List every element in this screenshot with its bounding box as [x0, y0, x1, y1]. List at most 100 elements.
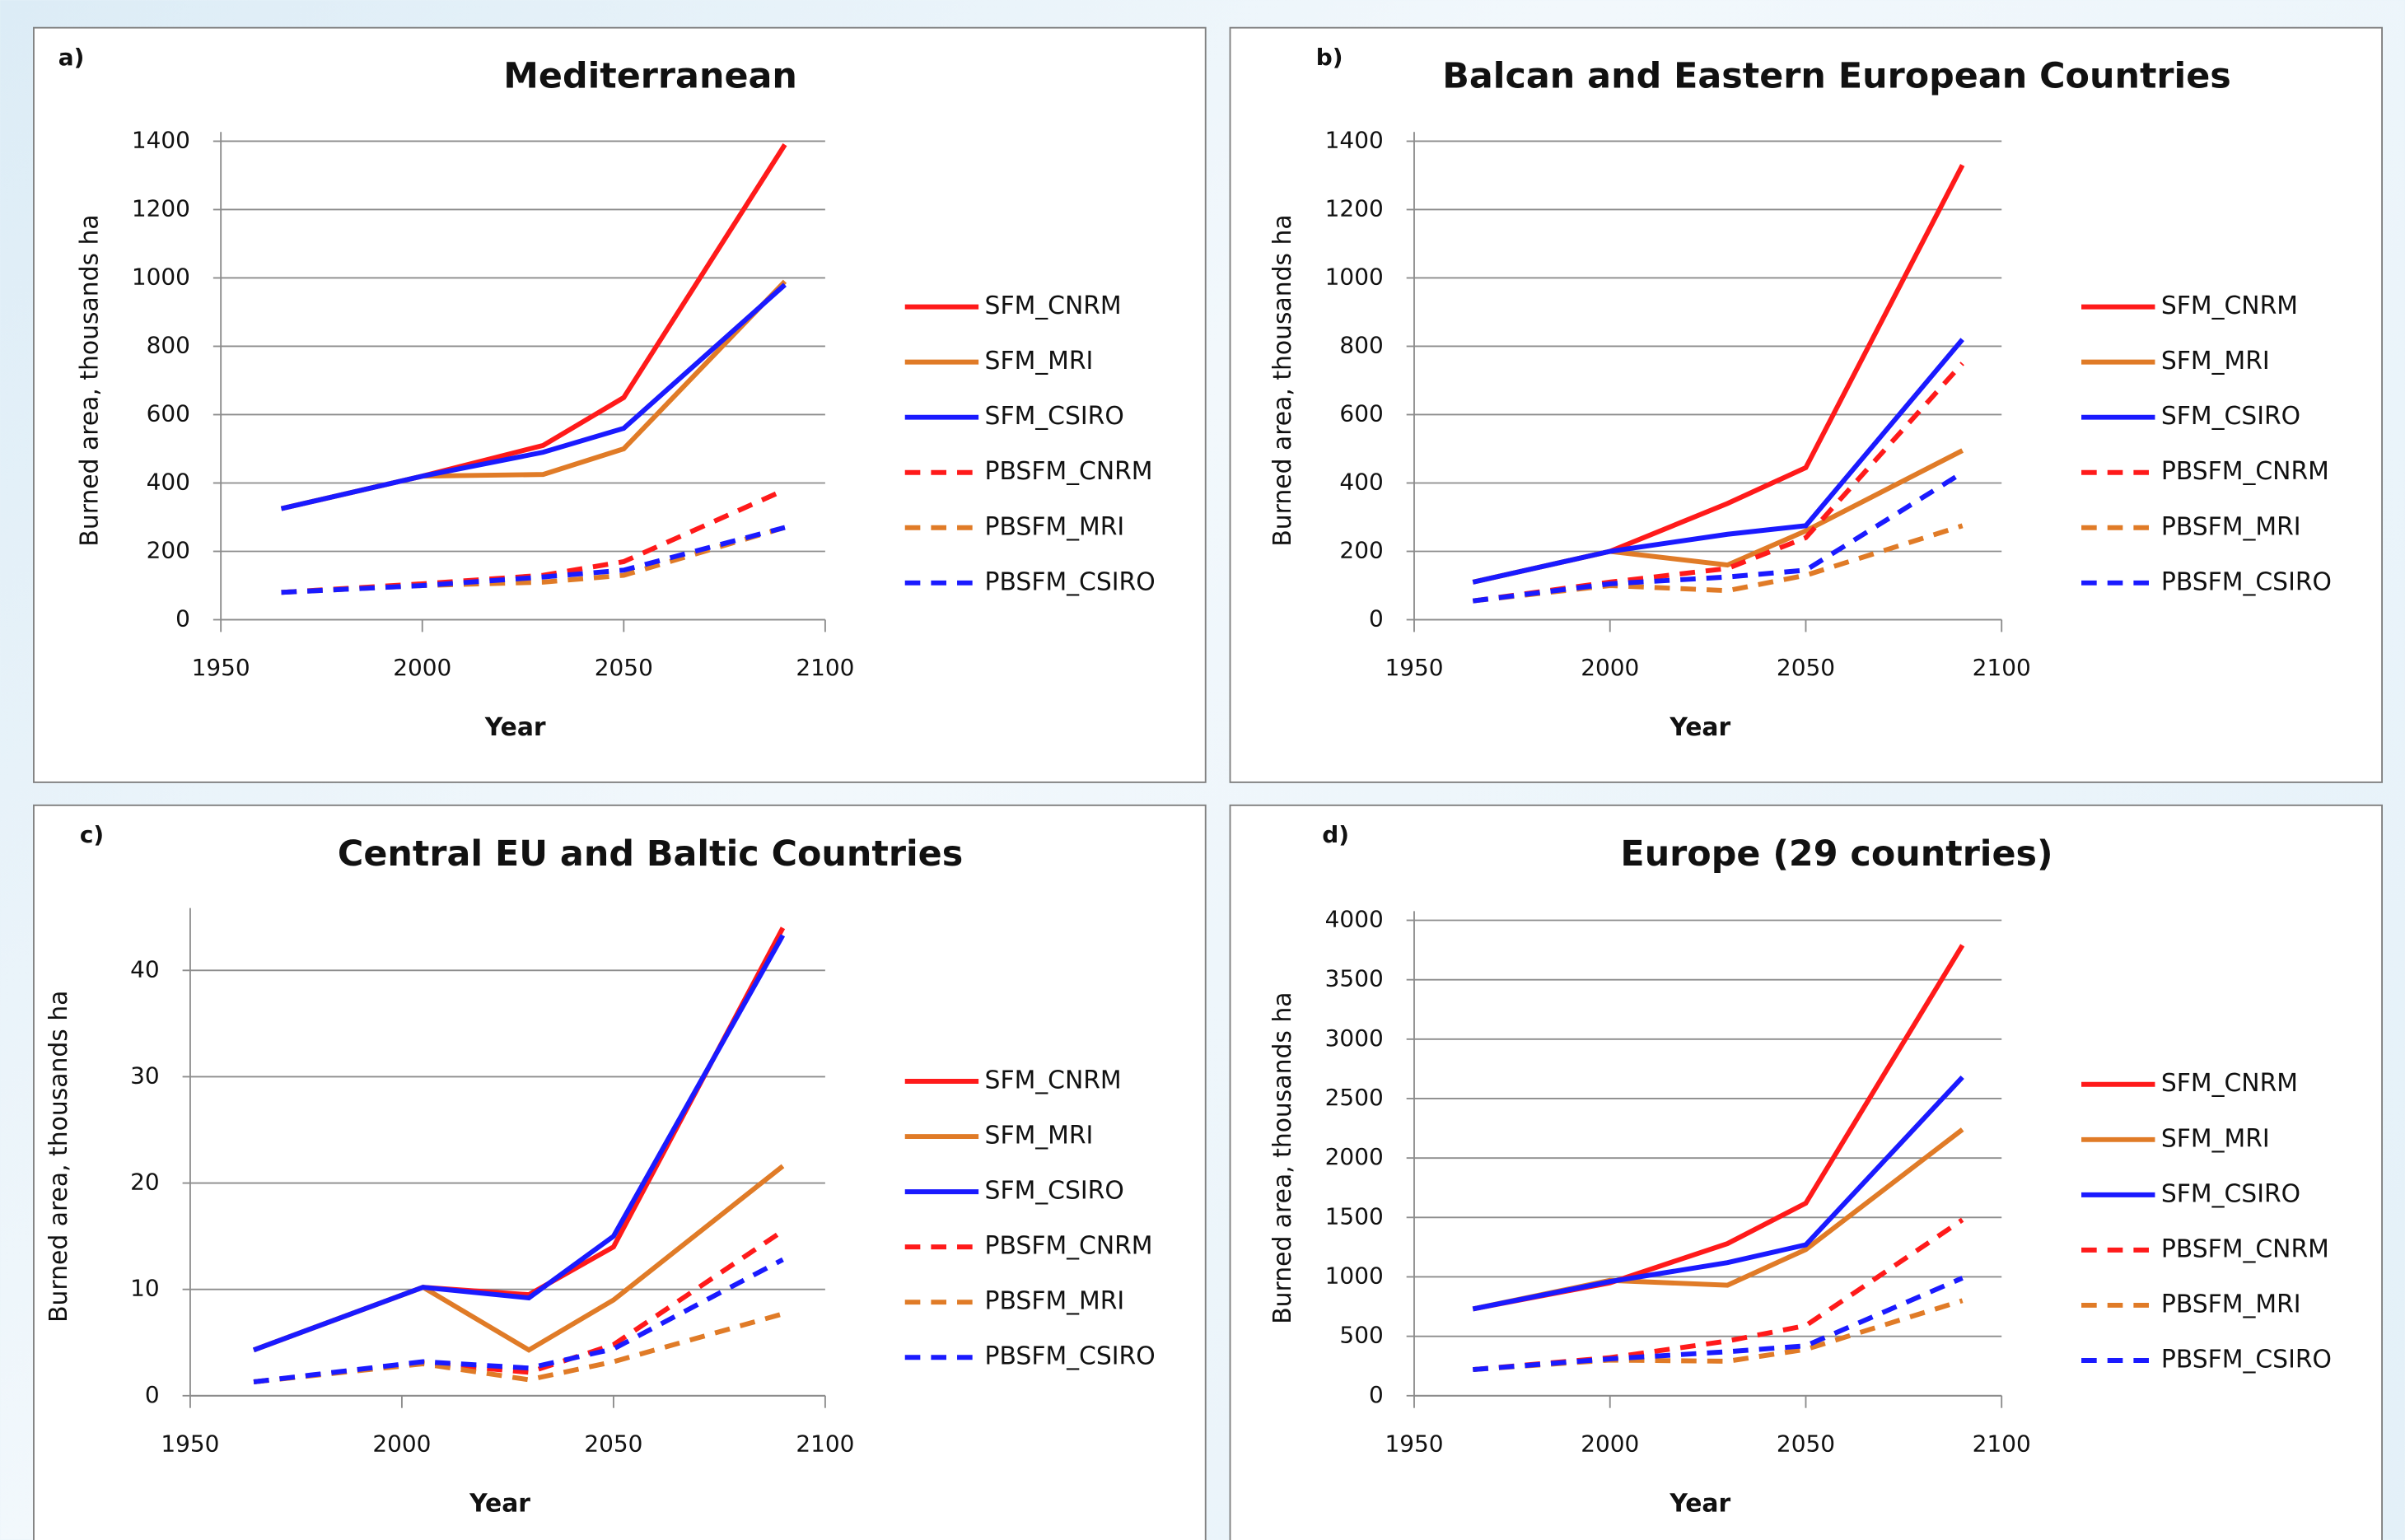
x-tick-label: 1950 — [161, 1430, 219, 1457]
chart-title: Mediterranean — [503, 56, 797, 97]
legend-label: SFM_MRI — [985, 347, 1094, 376]
y-tick-label: 30 — [130, 1062, 160, 1089]
y-tick-label: 1200 — [1325, 194, 1384, 222]
y-tick-label: 1500 — [1325, 1202, 1384, 1230]
y-tick-label: 500 — [1339, 1322, 1383, 1349]
x-axis-label: Year — [469, 1490, 530, 1519]
legend-label: PBSFM_CSIRO — [985, 1342, 1156, 1371]
legend-label: SFM_CSIRO — [985, 1177, 1124, 1206]
y-axis-label: Burned area, thousands ha — [1268, 214, 1297, 546]
x-tick-label: 2000 — [1581, 1430, 1639, 1457]
x-tick-label: 1950 — [1385, 654, 1443, 681]
y-tick-label: 3500 — [1325, 965, 1384, 992]
chart-title: Central EU and Baltic Countries — [338, 833, 963, 875]
panel-label: d) — [1322, 821, 1349, 848]
legend-label: PBSFM_MRI — [2161, 512, 2301, 541]
y-tick-label: 0 — [1369, 604, 1384, 632]
y-tick-label: 1000 — [1325, 263, 1384, 290]
y-tick-label: 1200 — [132, 194, 190, 222]
legend-label: SFM_MRI — [2161, 1124, 2270, 1153]
legend-label: PBSFM_CSIRO — [985, 567, 1156, 596]
chart-panel: c) Central EU and Baltic Countries 0 10 20 30… — [33, 804, 1207, 1540]
y-axis-label: Burned area, thousands ha — [44, 991, 73, 1323]
y-tick-label: 40 — [130, 955, 160, 982]
y-tick-label: 2000 — [1325, 1143, 1384, 1170]
chart-title: Balcan and Eastern European Countries — [1442, 56, 2231, 97]
y-tick-label: 200 — [1339, 536, 1383, 563]
legend-label: PBSFM_CNRM — [985, 457, 1153, 486]
y-axis-label: Burned area, thousands ha — [1268, 992, 1297, 1324]
y-tick-label: 800 — [147, 331, 190, 358]
x-tick-label: 2100 — [796, 654, 854, 681]
series-line — [281, 525, 786, 595]
chart-panel: b) Balcan and Eastern European Countries 0… — [1229, 26, 2383, 783]
y-tick-label: 0 — [175, 604, 190, 632]
y-tick-label: 600 — [147, 399, 190, 427]
legend-label: PBSFM_MRI — [2161, 1290, 2301, 1318]
legend-label: PBSFM_MRI — [985, 1287, 1125, 1316]
legend-label: PBSFM_CNRM — [2161, 1234, 2329, 1263]
legend-label: PBSFM_CNRM — [985, 1232, 1153, 1261]
legend-label: SFM_CNRM — [2161, 1069, 2298, 1098]
y-tick-label: 10 — [130, 1275, 160, 1302]
y-tick-label: 600 — [1339, 399, 1383, 427]
series-line — [1472, 470, 1964, 604]
legend-label: SFM_CSIRO — [2161, 1179, 2300, 1208]
y-tick-label: 1000 — [1325, 1262, 1384, 1289]
y-tick-label: 0 — [1369, 1381, 1384, 1408]
y-tick-label: 400 — [1339, 468, 1383, 495]
x-tick-label: 2000 — [393, 654, 451, 681]
legend-label: SFM_CNRM — [985, 1066, 1122, 1095]
legend-label: SFM_CSIRO — [2161, 402, 2300, 431]
panel-frame — [1229, 26, 2383, 783]
x-tick-label: 2050 — [1777, 654, 1835, 681]
series-line — [253, 1257, 784, 1384]
x-tick-label: 2100 — [796, 1430, 854, 1457]
legend-label: SFM_CNRM — [2161, 292, 2298, 320]
chart-panel: d) Europe (29 countries) 0 500 1000 1500 2000 2… — [1229, 804, 2383, 1540]
legend-label: PBSFM_CSIRO — [2161, 567, 2332, 596]
y-tick-label: 1400 — [132, 126, 190, 153]
chart-title: Europe (29 countries) — [1620, 833, 2052, 875]
x-tick-label: 2050 — [1777, 1430, 1835, 1457]
series-line — [1473, 1276, 1964, 1373]
y-tick-label: 200 — [147, 536, 190, 563]
chart-panel: a) Mediterranean 0 200 400 600 800 1000 1200 1400… — [33, 26, 1207, 783]
y-tick-label: 1000 — [132, 263, 190, 290]
panel-frame — [33, 26, 1207, 783]
legend-label: SFM_CNRM — [985, 292, 1122, 320]
y-tick-label: 800 — [1339, 331, 1383, 358]
y-tick-label: 1400 — [1325, 126, 1384, 153]
x-tick-label: 2050 — [595, 654, 653, 681]
panel-label: b) — [1316, 44, 1343, 71]
x-tick-label: 1950 — [1385, 1430, 1443, 1457]
x-tick-label: 2000 — [1581, 654, 1639, 681]
y-tick-label: 3000 — [1325, 1024, 1384, 1052]
legend-label: PBSFM_CSIRO — [2161, 1345, 2332, 1374]
y-tick-label: 2500 — [1325, 1084, 1384, 1111]
panel-frame — [33, 804, 1207, 1540]
panel-label: a) — [58, 44, 85, 71]
x-tick-label: 2050 — [584, 1430, 642, 1457]
series-line — [252, 934, 786, 1353]
y-tick-label: 400 — [147, 468, 190, 495]
x-axis-label: Year — [484, 713, 546, 742]
panel-label: c) — [80, 821, 104, 848]
x-axis-label: Year — [1669, 713, 1730, 742]
panel-frame — [1229, 804, 2383, 1540]
x-axis-label: Year — [1669, 1490, 1730, 1519]
y-tick-label: 0 — [145, 1381, 160, 1408]
y-axis-label: Burned area, thousands ha — [75, 214, 104, 546]
series-line — [1472, 1075, 1964, 1312]
series-line — [1472, 338, 1964, 585]
legend-label: SFM_MRI — [2161, 347, 2270, 376]
legend-label: SFM_CSIRO — [985, 402, 1124, 431]
x-tick-label: 2100 — [1973, 1430, 2031, 1457]
x-tick-label: 2000 — [372, 1430, 431, 1457]
legend-label: PBSFM_MRI — [985, 512, 1125, 541]
legend-label: SFM_MRI — [985, 1122, 1094, 1150]
series-line — [280, 282, 787, 511]
y-tick-label: 4000 — [1325, 906, 1384, 933]
